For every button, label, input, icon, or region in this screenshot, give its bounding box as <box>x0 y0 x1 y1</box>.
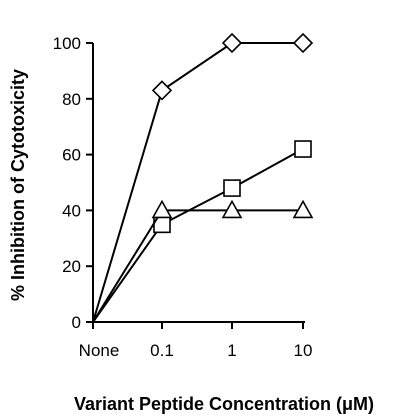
plot-area: 0 20 40 60 80 100 None 0.1 1 10 <box>53 32 314 360</box>
diamond-marker <box>221 32 243 54</box>
y-tick-label: 60 <box>62 146 81 165</box>
square-marker <box>223 179 241 197</box>
diamond-marker <box>292 32 314 54</box>
series-line-square <box>92 148 304 323</box>
x-tick-label: 10 <box>294 341 313 360</box>
x-tick-label: 0.1 <box>150 341 174 360</box>
series-line-triangle <box>92 209 303 323</box>
x-axis-title: Variant Peptide Concentration (μM) <box>74 394 374 414</box>
y-tick-label: 20 <box>62 257 81 276</box>
y-tick-label: 100 <box>53 34 81 53</box>
series-line-diamond <box>92 42 303 323</box>
y-tick-label: 40 <box>62 201 81 220</box>
y-tick-label: 80 <box>62 90 81 109</box>
x-tick-label: None <box>79 341 120 360</box>
y-tick-label: 0 <box>72 313 81 332</box>
square-marker <box>294 140 312 158</box>
y-axis-title: % Inhibition of Cytotoxicity <box>8 69 28 301</box>
diamond-marker <box>151 80 173 101</box>
triangle-marker <box>292 199 314 219</box>
x-tick-label: 1 <box>227 341 236 360</box>
triangle-marker <box>221 199 243 219</box>
triangle-marker <box>151 199 173 219</box>
